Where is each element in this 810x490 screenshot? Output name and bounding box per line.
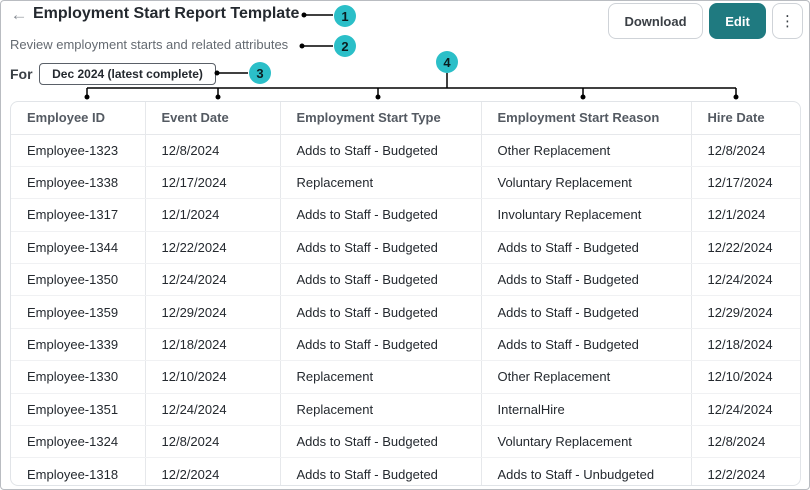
cell-start-type: Adds to Staff - Budgeted (280, 457, 482, 485)
cell-event-date: 12/8/2024 (145, 425, 281, 459)
cell-start-reason: Other Replacement (481, 360, 692, 394)
column-header-employee-id[interactable]: Employee ID (11, 102, 146, 135)
callout-badge-2: 2 (334, 35, 356, 57)
cell-event-date: 12/10/2024 (145, 360, 281, 394)
cell-hire-date: 12/2/2024 (691, 457, 800, 485)
cell-hire-date: 12/10/2024 (691, 360, 800, 394)
table-row[interactable]: Employee-1338 12/17/2024 Replacement Volunt… (11, 166, 800, 200)
cell-event-date: 12/1/2024 (145, 198, 281, 232)
cell-hire-date: 12/8/2024 (691, 134, 800, 167)
table-row[interactable]: Employee-1344 12/22/2024 Adds to Staff - B… (11, 231, 800, 265)
cell-start-reason: Involuntary Replacement (481, 198, 692, 232)
page-subtitle: Review employment starts and related att… (10, 37, 289, 52)
cell-start-type: Adds to Staff - Budgeted (280, 425, 482, 459)
table-row[interactable]: Employee-1359 12/29/2024 Adds to Staff - B… (11, 295, 800, 329)
cell-start-reason: Adds to Staff - Budgeted (481, 263, 692, 297)
table-row[interactable]: Employee-1339 12/18/2024 Adds to Staff - B… (11, 328, 800, 362)
cell-event-date: 12/8/2024 (145, 134, 281, 167)
cell-start-reason: Adds to Staff - Budgeted (481, 295, 692, 329)
cell-event-date: 12/2/2024 (145, 457, 281, 485)
cell-employee-id: Employee-1317 (11, 198, 146, 232)
cell-start-reason: Adds to Staff - Budgeted (481, 328, 692, 362)
cell-event-date: 12/29/2024 (145, 295, 281, 329)
cell-employee-id: Employee-1344 (11, 231, 146, 265)
callout-badge-3: 3 (249, 62, 271, 84)
cell-start-reason: Voluntary Replacement (481, 166, 692, 200)
more-options-button[interactable]: ⋮ (772, 3, 803, 39)
cell-start-type: Adds to Staff - Budgeted (280, 263, 482, 297)
column-header-hire-date[interactable]: Hire Date (691, 102, 800, 135)
table-header-row: Employee ID Event Date Employment Start … (11, 102, 800, 135)
cell-hire-date: 12/24/2024 (691, 263, 800, 297)
cell-employee-id: Employee-1351 (11, 393, 146, 427)
cell-event-date: 12/18/2024 (145, 328, 281, 362)
table-row[interactable]: Employee-1318 12/2/2024 Adds to Staff - Bu… (11, 457, 800, 485)
cell-employee-id: Employee-1338 (11, 166, 146, 200)
column-header-event-date[interactable]: Event Date (145, 102, 281, 135)
callout-badge-1: 1 (334, 5, 356, 27)
cell-event-date: 12/22/2024 (145, 231, 281, 265)
column-header-start-reason[interactable]: Employment Start Reason (481, 102, 692, 135)
download-button[interactable]: Download (608, 3, 703, 39)
cell-employee-id: Employee-1324 (11, 425, 146, 459)
cell-start-type: Adds to Staff - Budgeted (280, 134, 482, 167)
vertical-ellipsis-icon: ⋮ (780, 12, 795, 30)
cell-start-reason: Adds to Staff - Budgeted (481, 231, 692, 265)
callout-badge-4: 4 (436, 51, 458, 73)
cell-hire-date: 12/1/2024 (691, 198, 800, 232)
table-row[interactable]: Employee-1350 12/24/2024 Adds to Staff - B… (11, 263, 800, 297)
period-label: For (10, 66, 33, 82)
cell-employee-id: Employee-1318 (11, 457, 146, 485)
cell-hire-date: 12/24/2024 (691, 393, 800, 427)
cell-employee-id: Employee-1350 (11, 263, 146, 297)
table-row[interactable]: Employee-1323 12/8/2024 Adds to Staff - Bu… (11, 134, 800, 167)
cell-start-type: Replacement (280, 166, 482, 200)
table-body: Employee-1323 12/8/2024 Adds to Staff - Bu… (11, 134, 800, 485)
cell-start-reason: Adds to Staff - Unbudgeted (481, 457, 692, 485)
column-header-start-type[interactable]: Employment Start Type (280, 102, 482, 135)
cell-start-type: Adds to Staff - Budgeted (280, 295, 482, 329)
cell-start-reason: Other Replacement (481, 134, 692, 167)
report-table: Employee ID Event Date Employment Start … (10, 101, 801, 486)
cell-hire-date: 12/22/2024 (691, 231, 800, 265)
cell-start-type: Replacement (280, 393, 482, 427)
cell-hire-date: 12/8/2024 (691, 425, 800, 459)
cell-start-reason: InternalHire (481, 393, 692, 427)
cell-start-type: Adds to Staff - Budgeted (280, 231, 482, 265)
cell-employee-id: Employee-1323 (11, 134, 146, 167)
cell-hire-date: 12/17/2024 (691, 166, 800, 200)
cell-event-date: 12/24/2024 (145, 263, 281, 297)
cell-start-type: Adds to Staff - Budgeted (280, 328, 482, 362)
edit-button[interactable]: Edit (709, 3, 766, 39)
table-row[interactable]: Employee-1330 12/10/2024 Replacement Other … (11, 360, 800, 394)
cell-hire-date: 12/18/2024 (691, 328, 800, 362)
cell-event-date: 12/24/2024 (145, 393, 281, 427)
cell-employee-id: Employee-1330 (11, 360, 146, 394)
cell-event-date: 12/17/2024 (145, 166, 281, 200)
arrow-left-icon[interactable]: ← (10, 5, 28, 24)
cell-employee-id: Employee-1339 (11, 328, 146, 362)
table-row[interactable]: Employee-1324 12/8/2024 Adds to Staff - Bu… (11, 425, 800, 459)
cell-hire-date: 12/29/2024 (691, 295, 800, 329)
table-row[interactable]: Employee-1351 12/24/2024 Replacement Intern… (11, 393, 800, 427)
cell-start-reason: Voluntary Replacement (481, 425, 692, 459)
cell-employee-id: Employee-1359 (11, 295, 146, 329)
page-title: Employment Start Report Template (33, 5, 300, 22)
table-row[interactable]: Employee-1317 12/1/2024 Adds to Staff - Bu… (11, 198, 800, 232)
period-selector[interactable]: Dec 2024 (latest complete) (39, 63, 216, 85)
cell-start-type: Adds to Staff - Budgeted (280, 198, 482, 232)
cell-start-type: Replacement (280, 360, 482, 394)
